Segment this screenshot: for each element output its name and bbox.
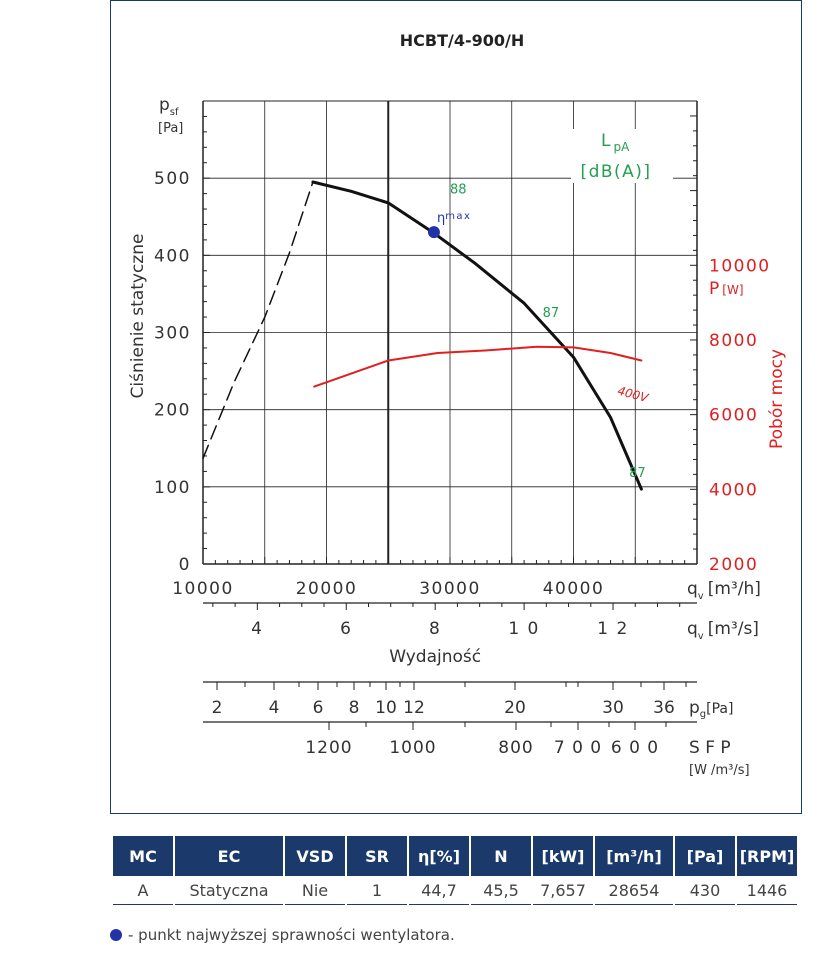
unstable-region-curve bbox=[202, 181, 314, 460]
footnote: - punkt najwyższej sprawności wentylator… bbox=[110, 926, 455, 944]
pressure-scale-unit: pg[Pa] bbox=[689, 698, 733, 720]
pressure-scale-label: 8 bbox=[349, 698, 360, 718]
pressure-scale-label: 30 bbox=[602, 698, 624, 718]
x-tick-label-s: 6 bbox=[340, 619, 352, 639]
y-tick-label-left: 200 bbox=[154, 401, 191, 421]
table-cell: 44,7 bbox=[409, 876, 469, 905]
y-tick-label-left: 500 bbox=[154, 169, 191, 189]
y-axis-title-right: Pobór mocy bbox=[767, 349, 787, 449]
footnote-text: - punkt najwyższej sprawności wentylator… bbox=[128, 926, 455, 944]
y-tick-label-right: 6000 bbox=[709, 406, 758, 426]
x-axis-unit-h: qv [m³/h] bbox=[687, 579, 761, 602]
sfp-scale-label: 7 0 0 bbox=[554, 738, 602, 758]
sound-level-label: 87 bbox=[543, 306, 560, 321]
sfp-scale-label: 1000 bbox=[389, 738, 436, 758]
pressure-scale-label: 36 bbox=[653, 698, 675, 718]
table-cell: 430 bbox=[675, 876, 735, 905]
sfp-scale-label: 6 0 0 bbox=[611, 738, 659, 758]
x-tick-label: 30000 bbox=[419, 579, 481, 599]
sound-level-label: 88 bbox=[450, 183, 467, 198]
eta-max-legend-dot bbox=[110, 929, 122, 941]
pressure-curve bbox=[311, 180, 643, 491]
chart-title: HCBT/4-900/H bbox=[400, 31, 525, 50]
table-cell: 1 bbox=[347, 876, 407, 905]
x-tick-label-s: 8 bbox=[429, 619, 441, 639]
sfp-scale-label: 800 bbox=[498, 738, 533, 758]
x-tick-label: 10000 bbox=[172, 579, 234, 599]
y-tick-label-right: 10000 bbox=[709, 256, 771, 276]
x-axis-title: Wydajność bbox=[389, 647, 481, 667]
table-header-cell: MC bbox=[113, 836, 173, 876]
table-cell: 7,657 bbox=[533, 876, 593, 905]
pressure-scale-label: 2 bbox=[212, 698, 223, 718]
table-header-cell: η[%] bbox=[409, 836, 469, 876]
y-tick-label-right: 2000 bbox=[709, 555, 758, 575]
x-tick-label: 40000 bbox=[543, 579, 605, 599]
sfp-scale-unit: [W /m³/s] bbox=[689, 763, 750, 778]
table-header-cell: [kW] bbox=[533, 836, 593, 876]
pressure-scale-label: 12 bbox=[403, 698, 425, 718]
table-cell: A bbox=[113, 876, 173, 905]
table-header-cell: [RPM] bbox=[737, 836, 797, 876]
sfp-scale-label: 1200 bbox=[305, 738, 352, 758]
y-tick-label-left: 300 bbox=[154, 324, 191, 344]
y-tick-label-right: 8000 bbox=[709, 331, 758, 351]
sound-label-box bbox=[571, 129, 673, 183]
sfp-scale-title: S F P bbox=[689, 738, 731, 758]
table-cell: 45,5 bbox=[471, 876, 531, 905]
y-axis-title-left: Ciśnienie statyczne bbox=[128, 234, 148, 399]
table-cell: Nie bbox=[285, 876, 345, 905]
pressure-scale-label: 4 bbox=[269, 698, 280, 718]
table-cell: Statyczna bbox=[175, 876, 283, 905]
table-header-cell: EC bbox=[175, 836, 283, 876]
table-header-cell: SR bbox=[347, 836, 407, 876]
table-header-cell: N bbox=[471, 836, 531, 876]
pressure-scale-label: 10 bbox=[375, 698, 397, 718]
power-curve-400v bbox=[313, 345, 643, 388]
y-axis-symbol-left: psf bbox=[159, 95, 179, 118]
sound-level-unit: [dB(A)] bbox=[580, 162, 651, 182]
table-cell: 1446 bbox=[737, 876, 797, 905]
table-header-cell: [Pa] bbox=[675, 836, 735, 876]
y-axis-symbol-right: P [W] bbox=[709, 279, 744, 299]
chart-panel: HCBT/4-900/H 0 100 200 300 400 500 2000 4000 600… bbox=[110, 0, 802, 814]
x-tick-label-s: 1 0 bbox=[508, 619, 540, 639]
performance-chart: HCBT/4-900/H 0 100 200 300 400 500 2000 4000 600… bbox=[128, 31, 787, 778]
eta-max-point bbox=[427, 226, 440, 239]
pressure-scale-label: 20 bbox=[504, 698, 526, 718]
y-axis-unit-left: [Pa] bbox=[158, 121, 183, 136]
table-header-cell: VSD bbox=[285, 836, 345, 876]
x-tick-label-s: 1 2 bbox=[597, 619, 629, 639]
y-tick-label-right: 4000 bbox=[709, 480, 758, 500]
voltage-label: 400V bbox=[616, 384, 650, 406]
y-tick-label-left: 100 bbox=[154, 478, 191, 498]
eta-max-label: ηmax bbox=[437, 211, 472, 226]
sound-level-label: 87 bbox=[629, 466, 646, 481]
y-tick-label-left: 400 bbox=[154, 246, 191, 266]
table-cell: 28654 bbox=[595, 876, 673, 905]
x-axis-unit-s: qv [m³/s] bbox=[687, 619, 759, 642]
x-tick-label-s: 4 bbox=[251, 619, 263, 639]
table-row: A Statyczna Nie 1 44,7 45,5 7,657 28654 430 1446 bbox=[113, 876, 797, 905]
table-header-cell: [m³/h] bbox=[595, 836, 673, 876]
pressure-scale-label: 6 bbox=[313, 698, 324, 718]
y-tick-label-left: 0 bbox=[179, 555, 191, 575]
parameters-table: MC EC VSD SR η[%] N [kW] [m³/h] [Pa] [RPM] A Staty… bbox=[111, 836, 799, 905]
table-header-row: MC EC VSD SR η[%] N [kW] [m³/h] [Pa] [RPM] bbox=[113, 836, 797, 876]
x-tick-label: 20000 bbox=[296, 579, 358, 599]
